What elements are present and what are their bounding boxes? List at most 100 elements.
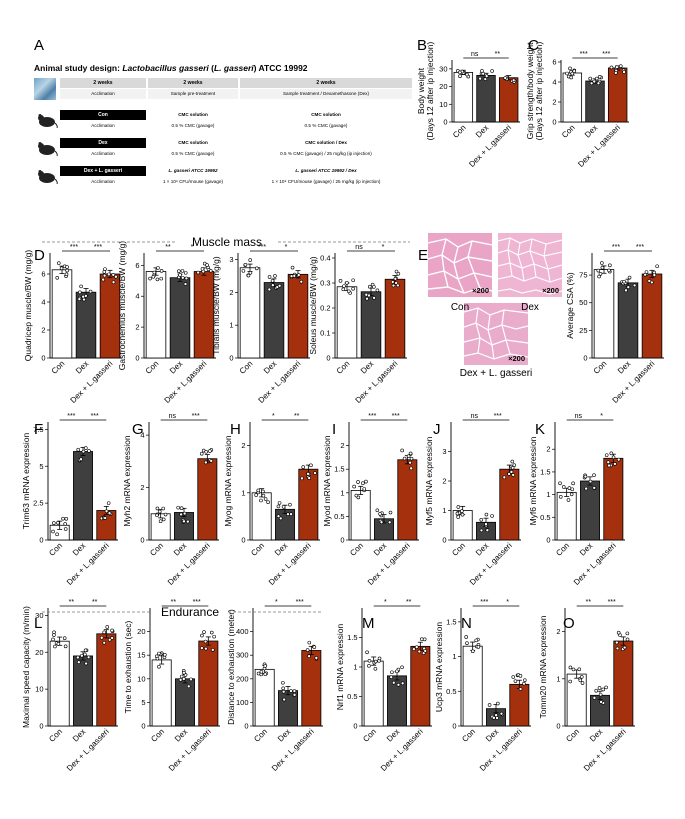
significance-label: *** bbox=[580, 51, 588, 58]
data-point bbox=[63, 522, 68, 526]
data-point bbox=[408, 451, 413, 456]
data-point bbox=[487, 703, 492, 707]
data-point bbox=[103, 516, 107, 520]
data-point bbox=[567, 486, 572, 490]
y-tick-label: 0 bbox=[442, 536, 446, 545]
data-point bbox=[580, 681, 585, 685]
data-point bbox=[182, 670, 186, 675]
design-row-dex: Dex Acclimation CMC solution 0.5 % CMC (… bbox=[34, 138, 412, 166]
data-point bbox=[277, 284, 282, 288]
data-point bbox=[601, 687, 606, 692]
data-point bbox=[351, 278, 355, 283]
data-point bbox=[263, 672, 268, 677]
data-point bbox=[351, 286, 355, 291]
data-point bbox=[208, 449, 212, 453]
data-point bbox=[409, 466, 413, 471]
data-point bbox=[64, 517, 69, 521]
data-point bbox=[203, 639, 208, 644]
data-point bbox=[155, 656, 160, 661]
data-point bbox=[372, 296, 376, 300]
data-point bbox=[161, 506, 166, 511]
data-point bbox=[288, 502, 292, 507]
bar-con bbox=[462, 645, 483, 727]
data-point bbox=[200, 646, 204, 650]
data-point bbox=[65, 265, 69, 269]
y-tick-label: 75 bbox=[579, 271, 587, 280]
y-tick-label: 3 bbox=[442, 447, 446, 456]
significance-label: *** bbox=[612, 244, 620, 251]
y-axis-label: Myog mRNA expression bbox=[223, 435, 233, 526]
data-point bbox=[52, 633, 56, 637]
x-tick-label: Con bbox=[249, 541, 266, 558]
y-tick-label: 1.5 bbox=[334, 465, 344, 474]
y-axis-label: Myf5 mRNA expression bbox=[424, 436, 434, 525]
data-point bbox=[59, 266, 64, 271]
significance-label: *** bbox=[296, 599, 304, 606]
data-point bbox=[510, 465, 515, 470]
bar-lg bbox=[603, 457, 624, 541]
data-point bbox=[625, 631, 630, 636]
data-point bbox=[375, 508, 380, 513]
data-point bbox=[51, 529, 55, 534]
header-week-1: 2 weeks bbox=[60, 78, 146, 88]
data-point bbox=[372, 285, 376, 289]
x-tick-label: Con bbox=[335, 359, 352, 376]
data-point bbox=[598, 692, 603, 697]
y-tick-label: 6 bbox=[135, 261, 139, 270]
data-point bbox=[464, 635, 468, 639]
data-point bbox=[289, 274, 294, 278]
pre-title-con: CMC solution bbox=[178, 112, 208, 117]
group-dex: Dex bbox=[60, 138, 146, 148]
bacteria-image bbox=[34, 78, 56, 100]
bar-lg bbox=[641, 273, 663, 359]
panel-letter-k: K bbox=[535, 421, 545, 438]
treat-title-con: CMC solution bbox=[311, 112, 341, 117]
data-point bbox=[614, 71, 618, 75]
significance-label: ns bbox=[355, 244, 363, 251]
data-point bbox=[571, 481, 575, 486]
data-point bbox=[507, 472, 511, 476]
histology-label-dex: Dex bbox=[521, 302, 539, 313]
x-tick-label: Dex bbox=[616, 359, 632, 375]
data-point bbox=[281, 504, 286, 509]
panel-letter-f: F bbox=[34, 421, 43, 438]
x-tick-label: Dex bbox=[168, 359, 184, 375]
data-point bbox=[209, 630, 214, 635]
significance-label: *** bbox=[258, 244, 266, 251]
data-point bbox=[155, 506, 160, 511]
data-point bbox=[179, 512, 183, 517]
data-point bbox=[80, 653, 84, 658]
data-point bbox=[277, 501, 282, 505]
mouse-icon bbox=[38, 170, 58, 184]
significance-label: *** bbox=[608, 599, 616, 606]
data-point bbox=[577, 667, 582, 672]
data-point bbox=[512, 463, 517, 467]
section-title-endurance: Endurance bbox=[161, 605, 219, 619]
x-tick-label: Dex + L.gasseri bbox=[69, 359, 115, 405]
y-axis-label: Myh2 mRNA expression bbox=[122, 435, 132, 526]
data-point bbox=[568, 66, 572, 71]
data-point bbox=[306, 472, 310, 476]
y-axis-label: Distance to exhaustion (meter) bbox=[226, 609, 236, 725]
bar-con bbox=[453, 72, 474, 123]
data-point bbox=[572, 69, 577, 74]
data-point bbox=[196, 270, 200, 275]
data-point bbox=[305, 648, 310, 652]
data-point bbox=[361, 481, 365, 486]
pre-title-dex: CMC solution bbox=[178, 140, 208, 145]
bar-lg bbox=[287, 273, 309, 359]
x-tick-label: Dex + L.gasseri bbox=[65, 727, 111, 773]
data-point bbox=[81, 449, 86, 454]
y-tick-label: 0 bbox=[229, 354, 233, 363]
histology-image-con bbox=[428, 233, 492, 297]
data-point bbox=[183, 271, 188, 275]
x-tick-label: Dex + L.gasseri bbox=[478, 727, 524, 773]
panel-letter-d: D bbox=[34, 247, 45, 264]
data-point bbox=[373, 667, 378, 671]
data-point bbox=[261, 493, 266, 498]
data-point bbox=[271, 283, 275, 287]
data-point bbox=[592, 79, 597, 84]
data-point bbox=[267, 275, 272, 279]
